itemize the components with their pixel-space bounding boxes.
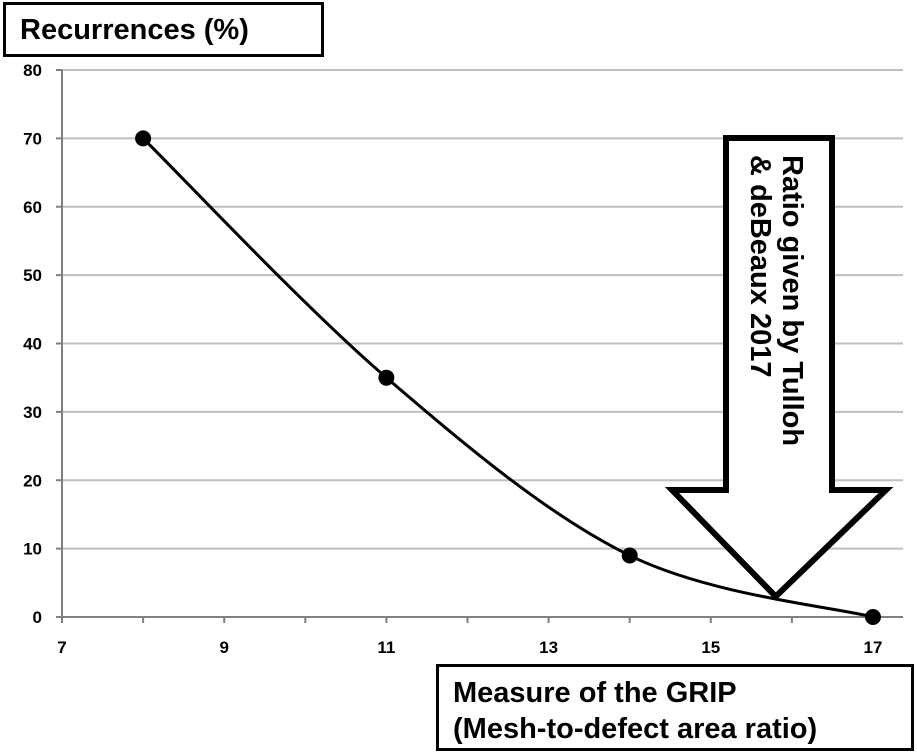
- data-point-8: [135, 130, 152, 147]
- y-tick-label-80: 80: [23, 61, 42, 80]
- y-tick-label-70: 70: [23, 129, 42, 148]
- x-tick-label-17: 17: [864, 638, 883, 657]
- x-tick-label-7: 7: [57, 638, 66, 657]
- data-points: [135, 130, 881, 625]
- data-point-17: [865, 609, 881, 625]
- y-tick-label-0: 0: [33, 608, 42, 627]
- gridlines: [62, 69, 903, 550]
- x-axis-title-line-1: Measure of the GRIP: [453, 677, 737, 709]
- y-tick-labels: 0 10 20 30 40 50 60 70 80: [23, 61, 42, 627]
- y-axis-title: Recurrences (%): [3, 2, 324, 57]
- series-line: [142, 137, 874, 619]
- y-tick-label-20: 20: [23, 471, 42, 490]
- axes: [56, 69, 903, 623]
- x-tick-label-15: 15: [701, 638, 720, 657]
- y-tick-label-60: 60: [23, 198, 42, 217]
- x-tick-labels: 7 9 11 13 15 17: [57, 638, 882, 657]
- annotation-line-2: & deBeaux 2017: [744, 155, 776, 377]
- annotation-line-1: Ratio given by Tulloh: [776, 155, 808, 446]
- y-tick-label-30: 30: [23, 403, 42, 422]
- x-tick-label-13: 13: [539, 638, 558, 657]
- x-axis-title-line-2: (Mesh-to-defect area ratio): [453, 713, 818, 745]
- x-tick-label-9: 9: [219, 638, 228, 657]
- x-axis-title: Measure of the GRIP (Mesh-to-defect area…: [436, 664, 914, 751]
- y-tick-label-10: 10: [23, 540, 42, 559]
- data-point-14: [621, 547, 638, 564]
- y-tick-label-50: 50: [23, 266, 42, 285]
- y-tick-label-40: 40: [23, 335, 42, 354]
- down-arrow-icon: [664, 135, 894, 601]
- data-point-11: [378, 369, 395, 386]
- x-tick-label-11: 11: [377, 638, 395, 657]
- annotation-arrow: Ratio given by Tulloh & deBeaux 2017: [664, 135, 894, 601]
